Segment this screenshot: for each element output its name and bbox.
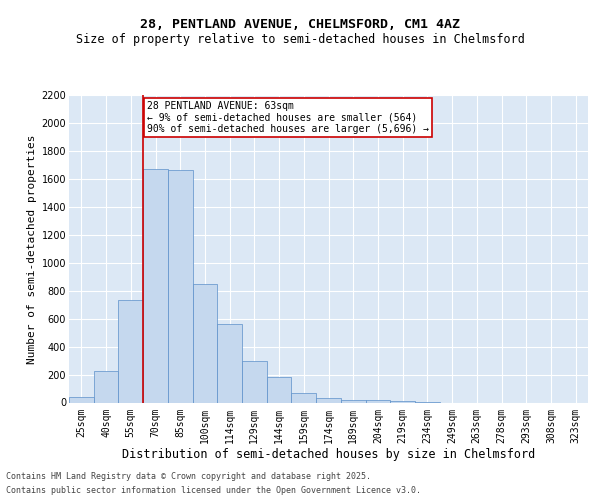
Bar <box>292 394 316 402</box>
Y-axis label: Number of semi-detached properties: Number of semi-detached properties <box>28 134 37 364</box>
Bar <box>193 284 217 403</box>
Bar <box>168 170 193 402</box>
Text: Contains public sector information licensed under the Open Government Licence v3: Contains public sector information licen… <box>6 486 421 495</box>
Text: Size of property relative to semi-detached houses in Chelmsford: Size of property relative to semi-detach… <box>76 33 524 46</box>
Bar <box>118 300 143 402</box>
Text: Contains HM Land Registry data © Crown copyright and database right 2025.: Contains HM Land Registry data © Crown c… <box>6 472 371 481</box>
Bar <box>69 397 94 402</box>
Bar <box>94 371 118 402</box>
Bar <box>267 376 292 402</box>
Bar <box>316 398 341 402</box>
Text: 28 PENTLAND AVENUE: 63sqm
← 9% of semi-detached houses are smaller (564)
90% of : 28 PENTLAND AVENUE: 63sqm ← 9% of semi-d… <box>147 102 429 134</box>
Bar <box>341 400 365 402</box>
Bar <box>365 400 390 402</box>
Bar <box>143 169 168 402</box>
Bar <box>217 324 242 402</box>
X-axis label: Distribution of semi-detached houses by size in Chelmsford: Distribution of semi-detached houses by … <box>122 448 535 461</box>
Bar <box>242 360 267 403</box>
Text: 28, PENTLAND AVENUE, CHELMSFORD, CM1 4AZ: 28, PENTLAND AVENUE, CHELMSFORD, CM1 4AZ <box>140 18 460 30</box>
